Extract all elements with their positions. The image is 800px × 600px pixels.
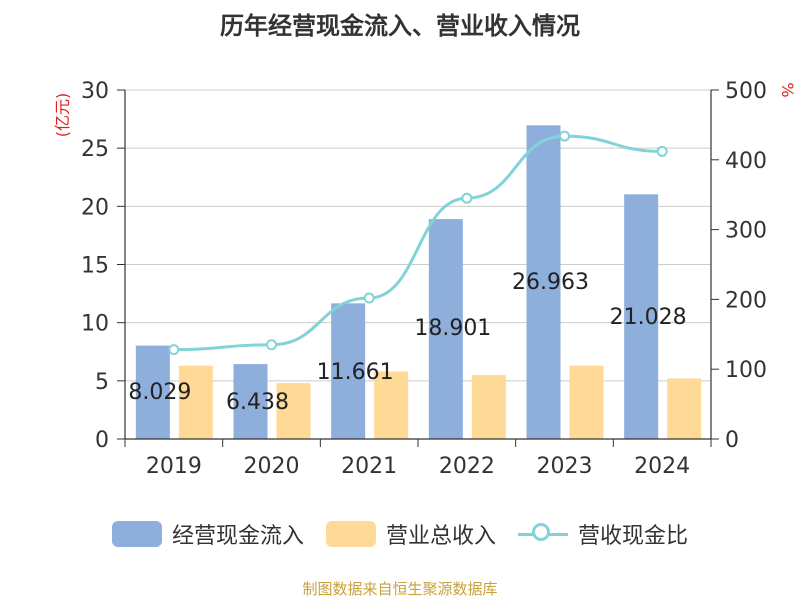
legend: 经营现金流入 营业总收入 营收现金比: [0, 516, 800, 552]
y-right-tick-label: 200: [725, 288, 767, 313]
legend-label-cash-inflow: 经营现金流入: [171, 524, 304, 549]
legend-item-revenue[interactable]: 营业总收入: [325, 518, 496, 550]
legend-label-revenue: 营业总收入: [385, 524, 496, 549]
y-left-tick-label: 5: [95, 370, 109, 395]
x-tick-label: 2023: [537, 454, 593, 479]
legend-swatch-revenue: [325, 521, 376, 547]
data-label-cash-inflow: 8.029: [128, 380, 191, 405]
line-point-cash-ratio: [168, 344, 180, 356]
y-left-tick-label: 20: [81, 195, 109, 220]
y-right-axis-label: %: [778, 82, 797, 97]
bar-cash-inflow: [624, 194, 659, 439]
x-tick-label: 2021: [341, 454, 397, 479]
y-right-tick-label: 100: [725, 358, 767, 383]
legend-item-cash-ratio[interactable]: 营收现金比: [518, 518, 688, 550]
y-left-tick-label: 10: [81, 312, 109, 337]
bar-cash-inflow: [233, 364, 268, 439]
y-left-tick-label: 0: [95, 428, 109, 453]
legend-swatch-cash-inflow: [111, 521, 162, 547]
line-point-cash-ratio: [559, 130, 570, 142]
bar-revenue: [374, 371, 409, 439]
data-label-cash-inflow: 26.963: [512, 270, 589, 295]
x-tick-label: 2020: [244, 454, 300, 479]
bar-revenue: [667, 378, 702, 439]
y-left-tick-label: 30: [81, 79, 109, 104]
y-left-tick-label: 15: [81, 254, 109, 279]
bar-revenue: [276, 383, 311, 439]
line-point-cash-ratio: [363, 292, 375, 304]
y-right-tick-label: 400: [725, 149, 767, 174]
bar-cash-inflow: [135, 345, 170, 439]
legend-swatch-cash-ratio: [518, 521, 568, 547]
chart-title: 历年经营现金流入、营业收入情况: [220, 12, 580, 40]
y-left-tick-label: 25: [81, 137, 109, 162]
y-right-tick-label: 500: [725, 79, 767, 104]
source-note: 制图数据来自恒生聚源数据库: [302, 580, 498, 598]
y-right-tick-label: 300: [725, 219, 767, 244]
y-left-axis-label: (亿元): [53, 93, 72, 138]
bar-cash-inflow: [526, 125, 561, 439]
data-label-cash-inflow: 6.438: [226, 390, 289, 415]
legend-item-cash-inflow[interactable]: 经营现金流入: [111, 518, 304, 550]
bar-revenue: [569, 365, 604, 439]
data-label-cash-inflow: 11.661: [317, 360, 394, 385]
line-point-cash-ratio: [266, 339, 277, 351]
bar-cash-inflow: [428, 219, 463, 439]
data-label-cash-inflow: 21.028: [610, 305, 687, 330]
bar-revenue: [471, 375, 506, 439]
x-tick-label: 2024: [634, 454, 690, 479]
line-point-cash-ratio: [461, 192, 473, 204]
y-right-tick-label: 0: [725, 428, 739, 453]
legend-label-cash-ratio: 营收现金比: [578, 524, 689, 549]
x-tick-label: 2022: [439, 454, 495, 479]
bar-revenue: [178, 365, 213, 439]
x-tick-label: 2019: [146, 454, 202, 479]
data-label-cash-inflow: 18.901: [414, 316, 491, 341]
bar-cash-inflow: [331, 303, 366, 439]
line-point-cash-ratio: [656, 145, 668, 157]
